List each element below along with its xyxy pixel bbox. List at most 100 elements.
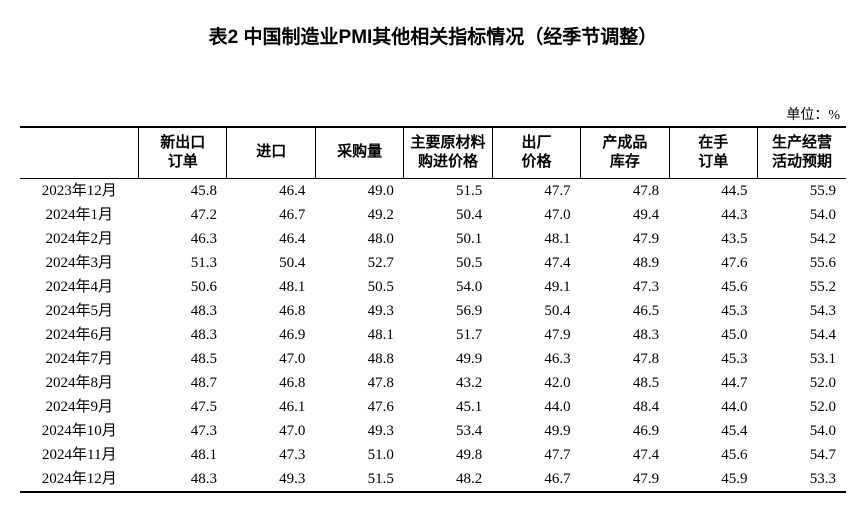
table-row: 2024年12月48.349.351.548.246.747.945.953.3 [20, 467, 846, 492]
cell-value: 46.8 [227, 371, 315, 395]
cell-value: 48.9 [581, 251, 669, 275]
cell-period: 2023年12月 [20, 178, 139, 203]
cell-value: 45.4 [669, 419, 757, 443]
cell-period: 2024年10月 [20, 419, 139, 443]
cell-value: 56.9 [404, 299, 492, 323]
cell-value: 46.9 [581, 419, 669, 443]
cell-value: 49.3 [227, 467, 315, 492]
cell-value: 48.8 [315, 347, 403, 371]
cell-value: 48.5 [581, 371, 669, 395]
cell-value: 46.5 [581, 299, 669, 323]
cell-value: 47.2 [139, 203, 227, 227]
col-period [20, 127, 139, 178]
table-row: 2024年5月48.346.849.356.950.446.545.354.3 [20, 299, 846, 323]
cell-value: 50.1 [404, 227, 492, 251]
cell-value: 53.4 [404, 419, 492, 443]
table-row: 2024年11月48.147.351.049.847.747.445.654.7 [20, 443, 846, 467]
cell-value: 55.6 [758, 251, 846, 275]
cell-value: 43.2 [404, 371, 492, 395]
cell-value: 48.1 [315, 323, 403, 347]
cell-period: 2024年5月 [20, 299, 139, 323]
col-8: 生产经营活动预期 [758, 127, 846, 178]
cell-value: 46.4 [227, 178, 315, 203]
cell-value: 47.6 [315, 395, 403, 419]
cell-value: 47.5 [139, 395, 227, 419]
cell-period: 2024年2月 [20, 227, 139, 251]
table-row: 2024年3月51.350.452.750.547.448.947.655.6 [20, 251, 846, 275]
cell-value: 46.7 [227, 203, 315, 227]
cell-value: 50.4 [492, 299, 580, 323]
cell-value: 47.4 [581, 443, 669, 467]
cell-value: 54.2 [758, 227, 846, 251]
cell-value: 52.0 [758, 371, 846, 395]
cell-value: 51.5 [404, 178, 492, 203]
cell-value: 54.0 [404, 275, 492, 299]
cell-value: 51.0 [315, 443, 403, 467]
table-title: 表2 中国制造业PMI其他相关指标情况（经季节调整） [20, 22, 846, 49]
cell-value: 52.7 [315, 251, 403, 275]
cell-value: 50.4 [404, 203, 492, 227]
cell-value: 48.4 [581, 395, 669, 419]
cell-value: 47.6 [669, 251, 757, 275]
cell-value: 53.1 [758, 347, 846, 371]
cell-value: 46.3 [139, 227, 227, 251]
cell-value: 47.0 [492, 203, 580, 227]
cell-value: 49.3 [315, 299, 403, 323]
cell-value: 49.3 [315, 419, 403, 443]
cell-value: 44.7 [669, 371, 757, 395]
cell-value: 50.4 [227, 251, 315, 275]
cell-value: 48.2 [404, 467, 492, 492]
table-row: 2024年4月50.648.150.554.049.147.345.655.2 [20, 275, 846, 299]
pmi-table: 新出口订单进口采购量主要原材料购进价格出厂价格产成品库存在手订单生产经营活动预期… [20, 126, 846, 493]
cell-value: 51.3 [139, 251, 227, 275]
cell-value: 45.1 [404, 395, 492, 419]
cell-value: 48.1 [492, 227, 580, 251]
cell-value: 48.7 [139, 371, 227, 395]
cell-period: 2024年3月 [20, 251, 139, 275]
cell-value: 53.3 [758, 467, 846, 492]
cell-value: 47.3 [581, 275, 669, 299]
cell-period: 2024年1月 [20, 203, 139, 227]
cell-value: 47.8 [581, 347, 669, 371]
cell-value: 45.0 [669, 323, 757, 347]
cell-period: 2024年6月 [20, 323, 139, 347]
cell-value: 49.9 [404, 347, 492, 371]
col-1: 新出口订单 [139, 127, 227, 178]
page: 表2 中国制造业PMI其他相关指标情况（经季节调整） 单位：% 新出口订单进口采… [0, 0, 866, 511]
cell-period: 2024年4月 [20, 275, 139, 299]
cell-value: 47.7 [492, 443, 580, 467]
cell-value: 45.8 [139, 178, 227, 203]
cell-value: 45.3 [669, 299, 757, 323]
cell-value: 43.5 [669, 227, 757, 251]
cell-value: 48.1 [227, 275, 315, 299]
cell-value: 46.7 [492, 467, 580, 492]
col-5: 出厂价格 [492, 127, 580, 178]
cell-value: 48.3 [139, 323, 227, 347]
cell-value: 51.5 [315, 467, 403, 492]
cell-value: 46.9 [227, 323, 315, 347]
cell-value: 54.0 [758, 203, 846, 227]
cell-value: 50.5 [404, 251, 492, 275]
cell-value: 48.1 [139, 443, 227, 467]
col-3: 采购量 [315, 127, 403, 178]
cell-value: 45.6 [669, 443, 757, 467]
cell-value: 54.0 [758, 419, 846, 443]
cell-value: 46.1 [227, 395, 315, 419]
cell-value: 47.8 [315, 371, 403, 395]
unit-label: 单位：% [20, 104, 846, 124]
col-7: 在手订单 [669, 127, 757, 178]
cell-value: 49.4 [581, 203, 669, 227]
cell-value: 44.3 [669, 203, 757, 227]
cell-period: 2024年7月 [20, 347, 139, 371]
cell-value: 55.9 [758, 178, 846, 203]
cell-value: 46.3 [492, 347, 580, 371]
table-header: 新出口订单进口采购量主要原材料购进价格出厂价格产成品库存在手订单生产经营活动预期 [20, 127, 846, 178]
cell-value: 48.5 [139, 347, 227, 371]
table-row: 2023年12月45.846.449.051.547.747.844.555.9 [20, 178, 846, 203]
col-6: 产成品库存 [581, 127, 669, 178]
cell-value: 50.5 [315, 275, 403, 299]
cell-value: 47.9 [492, 323, 580, 347]
cell-value: 51.7 [404, 323, 492, 347]
cell-value: 46.4 [227, 227, 315, 251]
cell-value: 47.9 [581, 227, 669, 251]
